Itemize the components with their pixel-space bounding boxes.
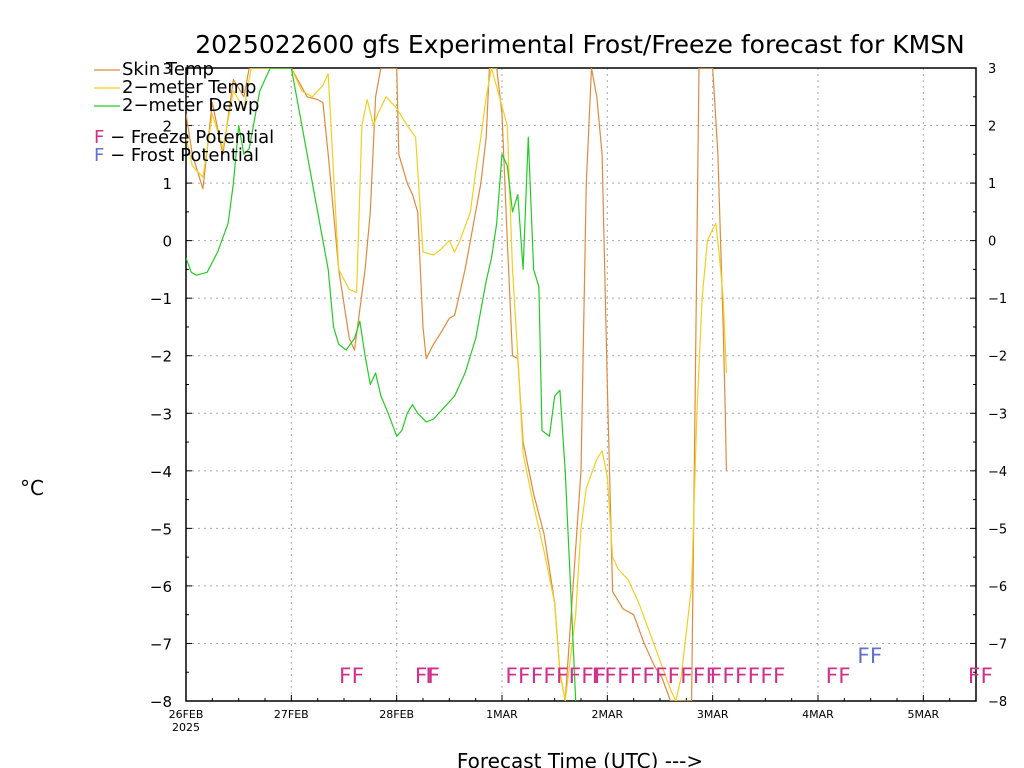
y-tick-label: −5 [150, 520, 172, 538]
y-tick-label-right: 3 [988, 62, 996, 77]
y-tick-label-right: 2 [988, 120, 996, 135]
y-tick-label-right: −3 [988, 407, 1007, 422]
chart-title: 2025022600 gfs Experimental Frost/Freeze… [195, 30, 965, 59]
y-tick-label: −6 [150, 578, 172, 596]
freeze-marker: FFFFFFFF [505, 664, 606, 688]
y-tick-label: 3 [162, 60, 172, 78]
y-tick-label: −7 [150, 635, 172, 653]
plot-frame [185, 67, 977, 702]
legend-note-glyph: F [94, 127, 104, 148]
legend-entry: 2−meter Temp [122, 77, 256, 98]
y-tick-label: −1 [150, 290, 172, 308]
y-tick-label-right: −4 [988, 465, 1007, 480]
y-tick-label: 0 [162, 233, 172, 251]
legend-note: F − Freeze Potential [94, 127, 274, 148]
y-tick-label: −8 [150, 693, 172, 711]
legend-note-text: − Frost Potential [104, 145, 259, 166]
x-tick-label: 5MAR [907, 708, 939, 721]
legend-note-glyph: F [94, 145, 104, 166]
freeze-marker: FF [968, 664, 993, 688]
y-tick-label-right: 0 [988, 235, 996, 250]
x-tick-label: 2MAR [591, 708, 623, 721]
x-tick-label: 4MAR [802, 708, 834, 721]
x-tick-label: 26FEB [169, 708, 204, 721]
y-tick-label-right: −2 [988, 350, 1007, 365]
x-tick-label: 3MAR [697, 708, 729, 721]
data-series [186, 68, 727, 701]
freeze-marker: FFFFFF [710, 664, 786, 688]
y-tick-label-right: −6 [988, 580, 1007, 595]
x-axis-label: Forecast Time (UTC) ---> [457, 749, 703, 768]
y-tick-label-right: −8 [988, 695, 1007, 710]
y-tick-label: −3 [150, 405, 172, 423]
x-tick-label: 27FEB [274, 708, 309, 721]
y-tick-label-right: −1 [988, 292, 1007, 307]
freeze-marker: F [425, 664, 438, 688]
freeze-marker: FF [415, 664, 440, 688]
y-tick-label-right: −5 [988, 522, 1007, 537]
series-line-1 [186, 68, 727, 701]
legend-note-text: − Freeze Potential [104, 127, 274, 148]
grid [186, 68, 976, 701]
y-tick-label: −4 [150, 463, 172, 481]
legend-note: F − Frost Potential [94, 145, 259, 166]
y-tick-label-right: −7 [988, 637, 1007, 652]
freeze-marker: FF [339, 664, 364, 688]
series-line-2 [186, 68, 577, 701]
series-line-0 [186, 68, 727, 701]
freeze-marker: FF [825, 664, 850, 688]
x-tick-label: 28FEB [379, 708, 414, 721]
x-tick-label: 1MAR [486, 708, 518, 721]
freeze-marker: FFFFFFFFFF [592, 664, 718, 688]
y-tick-label-right: 1 [988, 177, 996, 192]
frost-marker: FF [857, 644, 882, 668]
legend-entry: Skin Temp [122, 59, 214, 80]
y-tick-label: −2 [150, 348, 172, 366]
y-tick-label: 2 [162, 118, 172, 136]
y-tick-label: 1 [162, 175, 172, 193]
x-tick-sublabel: 2025 [172, 721, 200, 734]
axes: 3 3 2 2 1 1 0 0 −1 −1 −2 −2 −3 −3 −4 −4 −5 −5 −6 −6 −7 −7 −8 −8… [150, 60, 1007, 734]
legend-entry: 2−meter Dewp [122, 95, 259, 116]
y-axis-label: °C [20, 476, 44, 500]
